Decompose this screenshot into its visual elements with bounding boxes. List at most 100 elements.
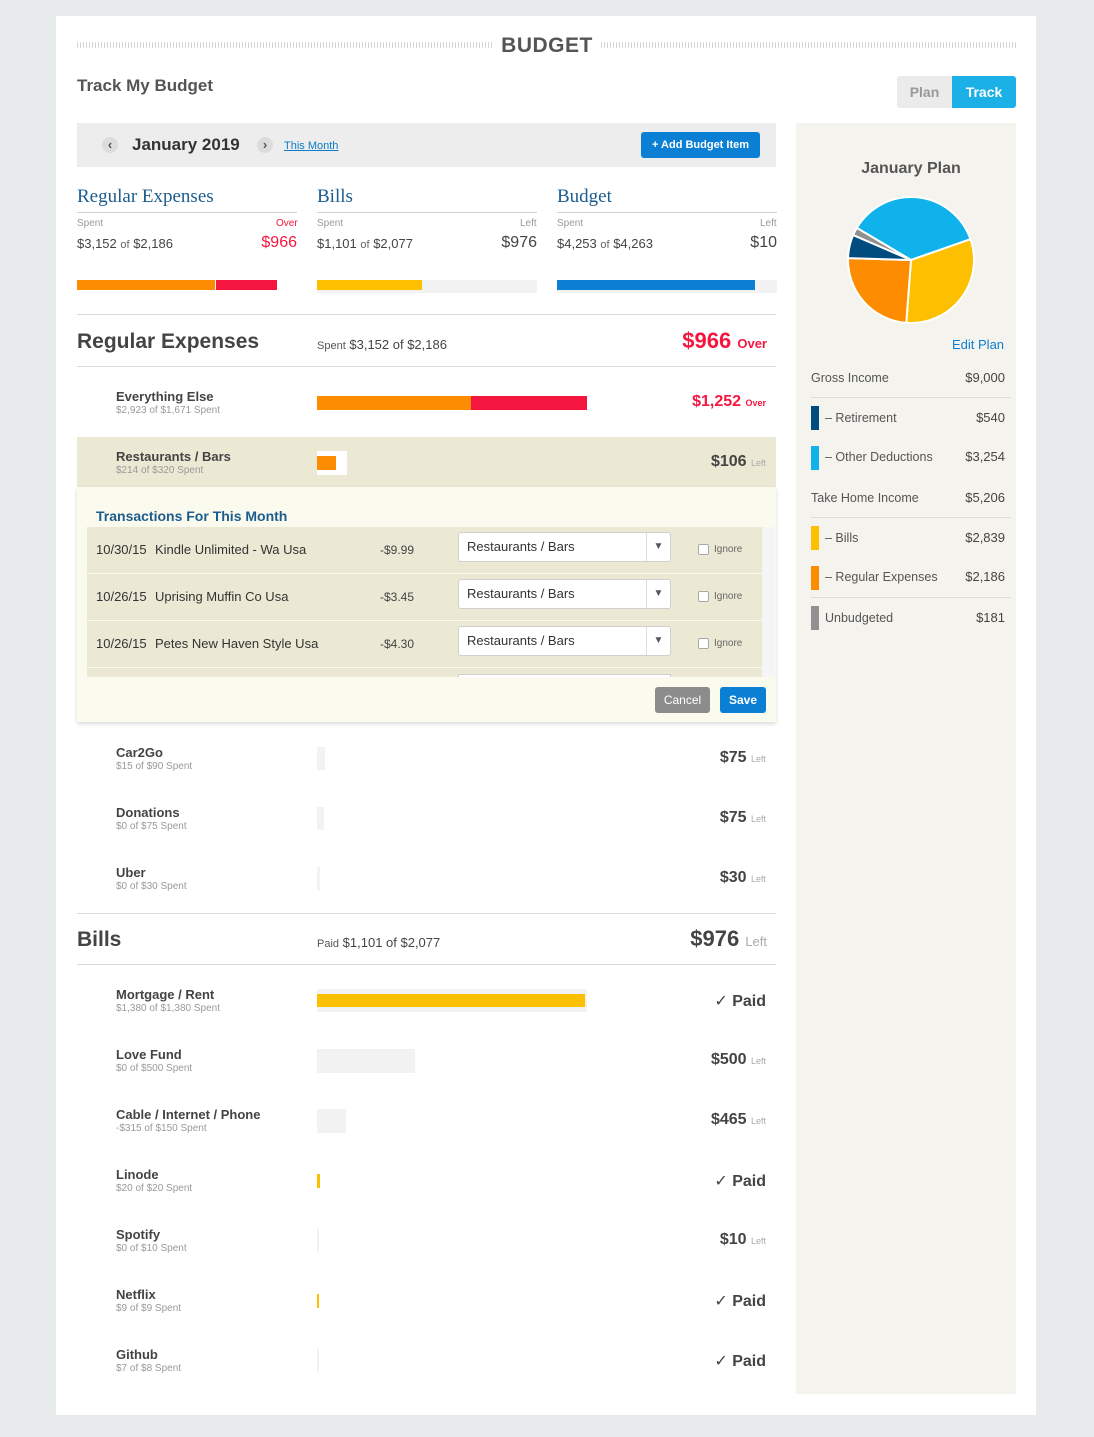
- legend-label: Unbudgeted: [825, 611, 894, 625]
- chevron-down-icon: ▼: [646, 533, 670, 561]
- ignore-checkbox[interactable]: [698, 638, 709, 649]
- ignore-checkbox[interactable]: [698, 544, 709, 555]
- spent-value: $1,101 of $2,077: [342, 935, 441, 950]
- category-name[interactable]: Restaurants / Bars: [116, 449, 231, 464]
- category-amount: $10 Left: [720, 1231, 766, 1249]
- legend-value: $181: [976, 610, 1005, 625]
- category-name[interactable]: Everything Else: [116, 389, 214, 404]
- next-month-icon[interactable]: ›: [257, 137, 273, 153]
- amount-suffix: Left: [750, 1116, 766, 1126]
- category-name[interactable]: Mortgage / Rent: [116, 987, 215, 1002]
- amount-value: $75: [719, 749, 747, 766]
- category-amount: ✓ Paid: [714, 991, 766, 1011]
- summary-regular-spent: $3,152 of $2,186: [77, 236, 173, 251]
- ignore-label: Ignore: [714, 638, 743, 649]
- total-value: $2,077: [373, 236, 413, 251]
- transaction-amount: -$3.45: [380, 590, 415, 604]
- progress-fill: [317, 280, 422, 290]
- summary-regular-title: Regular Expenses: [77, 186, 214, 207]
- section-heading: Track My Budget: [77, 76, 214, 95]
- category-name[interactable]: Donations: [116, 805, 180, 820]
- category-select[interactable]: Restaurants / Bars ▼: [458, 626, 671, 656]
- amount-suffix: Left: [750, 1056, 766, 1066]
- progress-track: [317, 1349, 319, 1373]
- transaction-desc: Uprising Muffin Co Usa: [155, 589, 289, 604]
- category-select[interactable]: Restaurants / Bars ▼: [458, 532, 671, 562]
- transaction-row-partial: [87, 668, 762, 677]
- plan-pie-chart: [846, 196, 975, 324]
- category-amount: $106 Left: [711, 453, 766, 471]
- progress-fill: [317, 456, 336, 470]
- divider: [557, 212, 777, 213]
- transaction-amount: -$9.99: [380, 543, 415, 557]
- amount-value: $966: [682, 328, 732, 353]
- category-name[interactable]: Love Fund: [116, 1047, 182, 1062]
- regular-section-title: Regular Expenses: [77, 330, 260, 353]
- progress-fill: [317, 994, 585, 1007]
- legend-value: $2,839: [965, 530, 1005, 545]
- category-amount: $75 Left: [720, 809, 766, 827]
- transaction-desc: Petes New Haven Style Usa: [155, 636, 319, 651]
- panel-scrollbar[interactable]: [762, 527, 775, 677]
- ignore-label: Ignore: [714, 544, 743, 555]
- track-toggle-button[interactable]: Track: [952, 76, 1016, 108]
- paid-status: ✓ Paid: [714, 1353, 766, 1370]
- summary-budget-left-label: Left: [760, 218, 777, 229]
- category-name[interactable]: Uber: [116, 865, 146, 880]
- category-name[interactable]: Github: [116, 1347, 158, 1362]
- summary-bills-progress: [317, 280, 537, 293]
- category-sub: $15 of $90 Spent: [116, 761, 193, 772]
- category-name[interactable]: Spotify: [116, 1227, 161, 1242]
- category-sub: $2,923 of $1,671 Spent: [116, 405, 220, 416]
- chevron-down-icon: ▼: [646, 627, 670, 655]
- divider: [811, 597, 1011, 598]
- category-name[interactable]: Netflix: [116, 1287, 156, 1302]
- category-sub: $0 of $30 Spent: [116, 881, 187, 892]
- legend-value: $3,254: [965, 449, 1005, 464]
- amount-value: $75: [719, 809, 747, 826]
- category-select[interactable]: Restaurants / Bars ▼: [458, 579, 671, 609]
- category-sub: $20 of $20 Spent: [116, 1183, 193, 1194]
- legend-label: – Other Deductions: [825, 450, 933, 464]
- summary-budget-spent: $4,253 of $4,263: [557, 236, 653, 251]
- category-name[interactable]: Linode: [116, 1167, 159, 1182]
- category-select[interactable]: [458, 674, 671, 677]
- category-amount: $1,252 Over: [692, 393, 766, 411]
- regular-section-spent: Spent $3,152 of $2,186: [317, 337, 447, 352]
- amount-suffix: Over: [737, 336, 767, 351]
- category-amount: ✓ Paid: [714, 1291, 766, 1311]
- category-amount: ✓ Paid: [714, 1351, 766, 1371]
- amount-value: $106: [710, 453, 747, 470]
- add-budget-item-button[interactable]: + Add Budget Item: [641, 132, 760, 158]
- edit-plan-link[interactable]: Edit Plan: [952, 337, 1005, 352]
- select-value: Restaurants / Bars: [467, 539, 575, 554]
- progress-track: [317, 867, 320, 890]
- progress-fill: [557, 280, 755, 290]
- summary-bills-title: Bills: [317, 186, 353, 207]
- progress-fill: [77, 280, 215, 290]
- category-sub: $0 of $10 Spent: [116, 1243, 187, 1254]
- this-month-link[interactable]: This Month: [284, 140, 339, 152]
- divider: [77, 314, 776, 315]
- legend-label: Gross Income: [811, 371, 889, 385]
- save-button[interactable]: Save: [720, 687, 766, 713]
- bills-section-title: Bills: [77, 928, 122, 951]
- paid-status: ✓ Paid: [714, 993, 766, 1010]
- category-name[interactable]: Car2Go: [116, 745, 163, 760]
- category-name[interactable]: Cable / Internet / Phone: [116, 1107, 261, 1122]
- spent-value: $4,253: [557, 236, 597, 251]
- selected-category-row[interactable]: [77, 437, 776, 487]
- cancel-button[interactable]: Cancel: [655, 687, 710, 713]
- progress-track: [317, 1049, 415, 1073]
- category-amount: $500 Left: [711, 1051, 766, 1069]
- summary-regular-amount: $966: [261, 234, 297, 251]
- amount-value: $465: [710, 1111, 747, 1128]
- amount-value: $10: [719, 1231, 747, 1248]
- ignore-checkbox[interactable]: [698, 591, 709, 602]
- of-text: of: [600, 239, 610, 251]
- ignore-label: Ignore: [714, 591, 743, 602]
- plan-toggle-button[interactable]: Plan: [897, 76, 952, 108]
- category-amount: $30 Left: [720, 869, 766, 887]
- summary-bills-amount: $976: [501, 234, 537, 251]
- prev-month-icon[interactable]: ‹: [102, 137, 118, 153]
